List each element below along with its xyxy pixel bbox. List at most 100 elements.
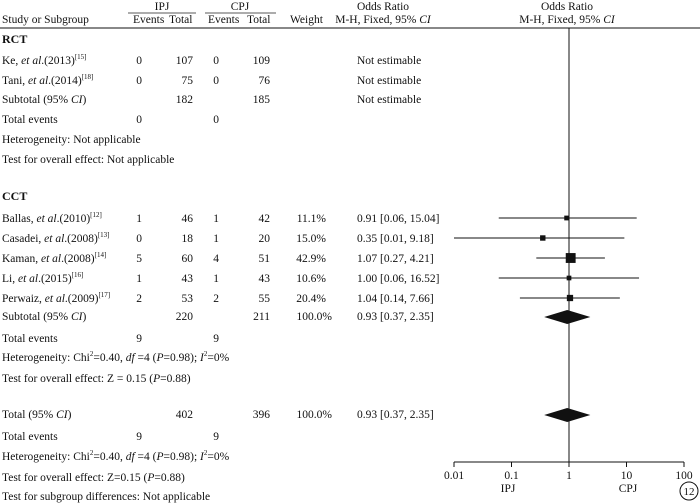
group-heading-cct: CCT <box>2 189 27 203</box>
total-events-row: Total events 0 0 <box>2 114 219 126</box>
ipj-events: 9 <box>136 431 142 443</box>
cpj-events: 2 <box>213 293 219 305</box>
total-diamond <box>544 408 591 422</box>
ipj-events: 2 <box>136 293 142 305</box>
cpj-events: 0 <box>213 55 219 67</box>
overall-effect-text: Test for overall effect: Not applicable <box>2 154 174 166</box>
total-events-label: Total events <box>2 431 58 443</box>
tick-label: 0.1 <box>504 470 519 482</box>
ipj-events: 0 <box>136 55 142 67</box>
ipj-events: 0 <box>136 233 142 245</box>
study-row: Ballas, et al.(2010)[12] 1 46 1 42 11.1%… <box>2 211 439 225</box>
study-row: Perwaiz, et al.(2009)[17] 2 53 2 55 20.4… <box>2 291 434 305</box>
cpj-total-header: Total <box>247 14 270 26</box>
total-events-label: Total events <box>2 114 58 126</box>
cpj-events: 1 <box>213 213 219 225</box>
study-label: Perwaiz, et al.(2009)[17] <box>2 291 110 305</box>
weight-header: Weight <box>290 14 324 26</box>
study-row: Ke, et al.(2013)[15] 0 107 0 109 Not est… <box>2 53 421 67</box>
subtotal-label: Subtotal (95% CI) <box>2 311 87 323</box>
tick-label: 0.01 <box>444 470 464 482</box>
cpj-group-header: CPJ <box>231 1 250 13</box>
tick-label: 10 <box>621 470 633 482</box>
favours-right-label: CPJ <box>619 483 638 495</box>
heterogeneity-text: Heterogeneity: Chi2=0.40, df =4 (P=0.98)… <box>2 449 230 463</box>
cpj-total: 185 <box>253 94 271 106</box>
study-square <box>565 253 576 263</box>
overall-effect-text: Test for overall effect: Z = 0.15 (P=0.8… <box>2 373 191 385</box>
ipj-events-header: Events <box>133 14 165 26</box>
cpj-total: 20 <box>259 233 271 245</box>
study-square <box>540 235 546 241</box>
study-label: Li, et al.(2015)[16] <box>2 271 83 285</box>
or-column-title: Odds Ratio <box>357 1 409 13</box>
ipj-total: 53 <box>182 293 194 305</box>
study-square <box>564 215 570 221</box>
study-square <box>566 275 572 281</box>
heterogeneity-text: Heterogeneity: Chi2=0.40, df =4 (P=0.98)… <box>2 350 230 364</box>
study-label: Kaman, et al.(2008)[14] <box>2 251 106 265</box>
ipj-total: 75 <box>182 75 194 87</box>
cpj-total: 42 <box>259 213 271 225</box>
cpj-events: 4 <box>213 253 219 265</box>
cpj-events-header: Events <box>208 14 240 26</box>
subtotal-row: Subtotal (95% CI) 220 211 100.0% 0.93 [0… <box>2 311 434 323</box>
total-events-row: Total events 9 9 <box>2 333 219 345</box>
weight: 15.0% <box>296 233 326 245</box>
study-square <box>566 294 574 302</box>
cpj-total: 109 <box>253 55 271 67</box>
ipj-events: 1 <box>136 213 142 225</box>
ipj-events: 9 <box>136 333 142 345</box>
study-label: Casadei, et al.(2008)[13] <box>2 231 110 245</box>
favours-left-label: IPJ <box>501 483 516 495</box>
corner-badge-number: 12 <box>684 486 695 498</box>
weight: 10.6% <box>296 273 326 285</box>
total-label: Total (95% CI) <box>2 409 72 421</box>
tick-label: 100 <box>675 470 693 482</box>
ipj-events: 5 <box>136 253 142 265</box>
or-text: 0.35 [0.01, 9.18] <box>357 233 434 245</box>
cpj-total: 51 <box>259 253 271 265</box>
heterogeneity-text: Heterogeneity: Not applicable <box>2 134 141 146</box>
study-label: Ballas, et al.(2010)[12] <box>2 211 102 225</box>
ipj-events: 0 <box>136 75 142 87</box>
total-events-row: Total events 9 9 <box>2 431 219 443</box>
or-text: Not estimable <box>357 94 421 106</box>
ipj-group-header: IPJ <box>155 1 170 13</box>
cpj-total: 76 <box>259 75 271 87</box>
total-row: Total (95% CI) 402 396 100.0% 0.93 [0.37… <box>2 409 434 421</box>
cpj-events: 0 <box>213 114 219 126</box>
subtotal-row: Subtotal (95% CI) 182 185 Not estimable <box>2 94 421 106</box>
plot-title: Odds Ratio <box>541 1 593 13</box>
cpj-events: 9 <box>213 431 219 443</box>
ipj-events: 0 <box>136 114 142 126</box>
ipj-total: 107 <box>176 55 194 67</box>
overall-effect-text: Test for overall effect: Z=0.15 (P=0.88) <box>2 472 185 484</box>
study-row: Tani, et al.(2014)[18] 0 75 0 76 Not est… <box>2 73 421 87</box>
cpj-total: 55 <box>259 293 271 305</box>
or-text: 1.07 [0.27, 4.21] <box>357 253 434 265</box>
subtotal-label: Subtotal (95% CI) <box>2 94 87 106</box>
or-text: 0.93 [0.37, 2.35] <box>357 311 434 323</box>
cpj-total: 396 <box>253 409 271 421</box>
ipj-total-header: Total <box>169 14 192 26</box>
ipj-total: 18 <box>182 233 194 245</box>
group-heading-rct: RCT <box>2 32 27 46</box>
cpj-events: 1 <box>213 273 219 285</box>
study-label: Tani, et al.(2014)[18] <box>2 73 93 87</box>
subtotal-diamond <box>544 310 591 324</box>
weight: 20.4% <box>296 293 326 305</box>
ipj-total: 46 <box>182 213 194 225</box>
study-column-header: Study or Subgroup <box>2 14 89 26</box>
weight: 100.0% <box>297 409 333 421</box>
ipj-total: 402 <box>176 409 194 421</box>
cpj-events: 1 <box>213 233 219 245</box>
or-text: Not estimable <box>357 75 421 87</box>
cpj-total: 211 <box>253 311 270 323</box>
plot-marks <box>454 28 640 462</box>
or-text: Not estimable <box>357 55 421 67</box>
subgroup-differences-text: Test for subgroup differences: Not appli… <box>2 491 210 503</box>
study-label: Ke, et al.(2013)[15] <box>2 53 87 67</box>
ipj-total: 43 <box>182 273 194 285</box>
